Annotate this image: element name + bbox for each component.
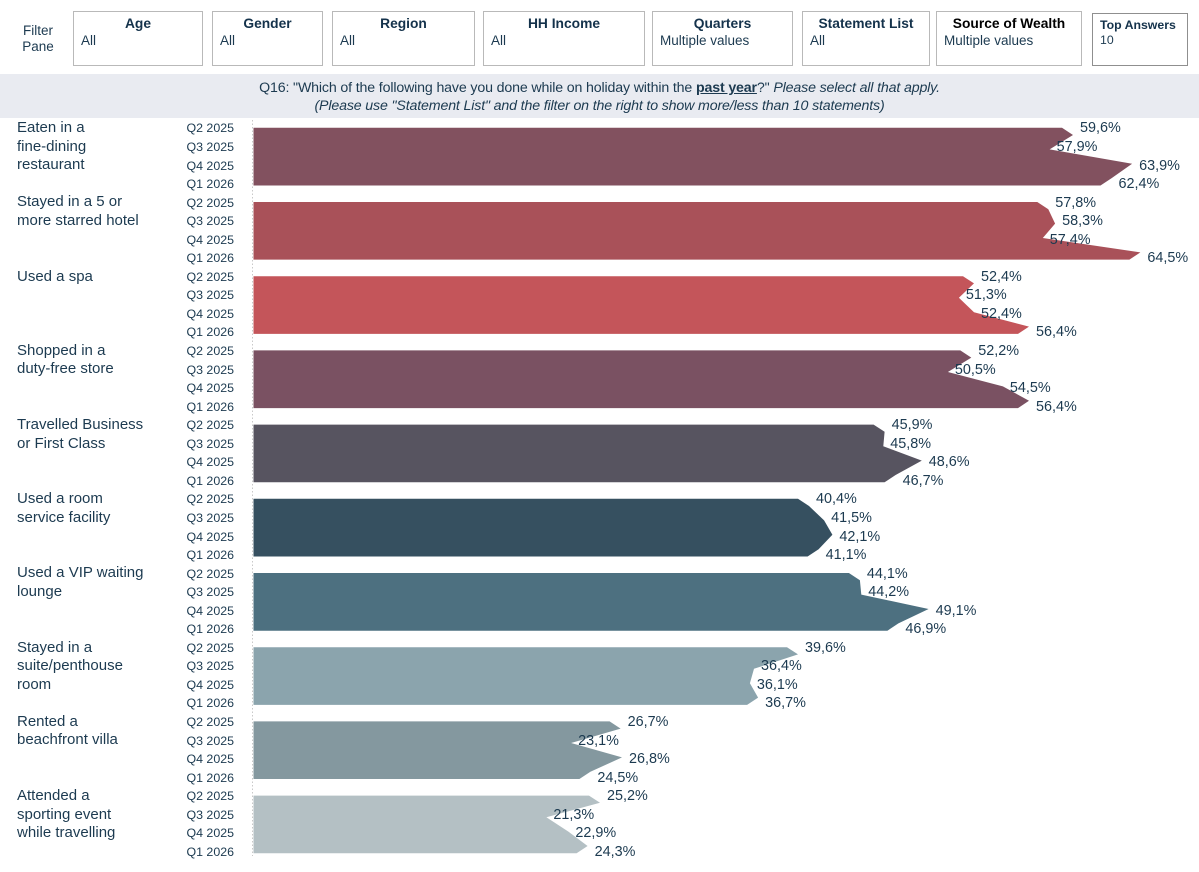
bar-group-used-a-vip-waiting-lounge[interactable] bbox=[253, 573, 929, 631]
filter-selected-value[interactable]: 10 bbox=[1100, 33, 1114, 47]
bar-group-rented-a-beachfront-villa[interactable] bbox=[253, 721, 623, 779]
filter-pane-label: Filter Pane bbox=[10, 23, 66, 55]
bar-group-used-a-room-service-facility[interactable] bbox=[253, 498, 833, 557]
filter-source-of-wealth[interactable]: Source of Wealth Multiple values bbox=[936, 11, 1082, 66]
filter-title: Gender bbox=[243, 16, 292, 31]
filter-title: Region bbox=[380, 16, 427, 31]
question-title-bar: Q16: "Which of the following have you do… bbox=[0, 74, 1199, 118]
filter-title: Statement List bbox=[818, 16, 914, 31]
bar-group-shopped-in-a-duty-free-store[interactable] bbox=[253, 350, 1030, 409]
question-title-emphasis: past year bbox=[695, 80, 757, 96]
question-title-line2: (Please use "Statement List" and the fil… bbox=[314, 97, 885, 114]
bar-group-stayed-in-a-suite-penthouse-room[interactable] bbox=[253, 647, 799, 705]
filter-selected-value[interactable]: Multiple values bbox=[944, 33, 1034, 48]
filter-selected-value[interactable]: All bbox=[220, 33, 236, 48]
question-title-line1: Q16: "Which of the following have you do… bbox=[0, 80, 1199, 98]
filter-top-answers[interactable]: Top Answers 10 bbox=[1092, 13, 1188, 66]
bar-group-stayed-in-a-5-or-more-starred-hotel[interactable] bbox=[253, 202, 1141, 260]
bar-group-travelled-business-or-first-class[interactable] bbox=[253, 424, 922, 483]
bar-group-used-a-spa[interactable] bbox=[253, 276, 1030, 334]
filter-title: Quarters bbox=[693, 16, 752, 31]
filter-hh-income[interactable]: HH Income All bbox=[483, 11, 645, 66]
bar-group-attended-a-sporting-event-while-travelling[interactable] bbox=[253, 795, 601, 854]
filter-selected-value[interactable]: All bbox=[340, 33, 356, 48]
question-title-text: Q16: "Which of the following have you do… bbox=[259, 80, 696, 96]
filter-selected-value[interactable]: All bbox=[81, 33, 97, 48]
question-title-suffix: ?" bbox=[756, 80, 774, 96]
filter-statement-list[interactable]: Statement List All bbox=[802, 11, 930, 66]
filter-selected-value[interactable]: All bbox=[810, 33, 826, 48]
filter-selected-value[interactable]: All bbox=[491, 33, 507, 48]
bar-group-eaten-in-a-fine-dining-restaurant[interactable] bbox=[253, 127, 1133, 186]
filter-pane-label-line1: Filter bbox=[23, 23, 53, 38]
question-title-instruction: Please select all that apply. bbox=[773, 80, 940, 96]
filter-age[interactable]: Age All bbox=[73, 11, 203, 66]
filter-gender[interactable]: Gender All bbox=[212, 11, 323, 66]
filter-selected-value[interactable]: Multiple values bbox=[660, 33, 750, 48]
filter-title: Top Answers bbox=[1100, 18, 1176, 32]
filter-title: HH Income bbox=[527, 16, 601, 31]
filter-title: Source of Wealth bbox=[952, 16, 1066, 31]
filter-title: Age bbox=[124, 16, 152, 31]
filter-pane-label-line2: Pane bbox=[22, 39, 54, 54]
filter-region[interactable]: Region All bbox=[332, 11, 475, 66]
filter-quarters[interactable]: Quarters Multiple values bbox=[652, 11, 793, 66]
